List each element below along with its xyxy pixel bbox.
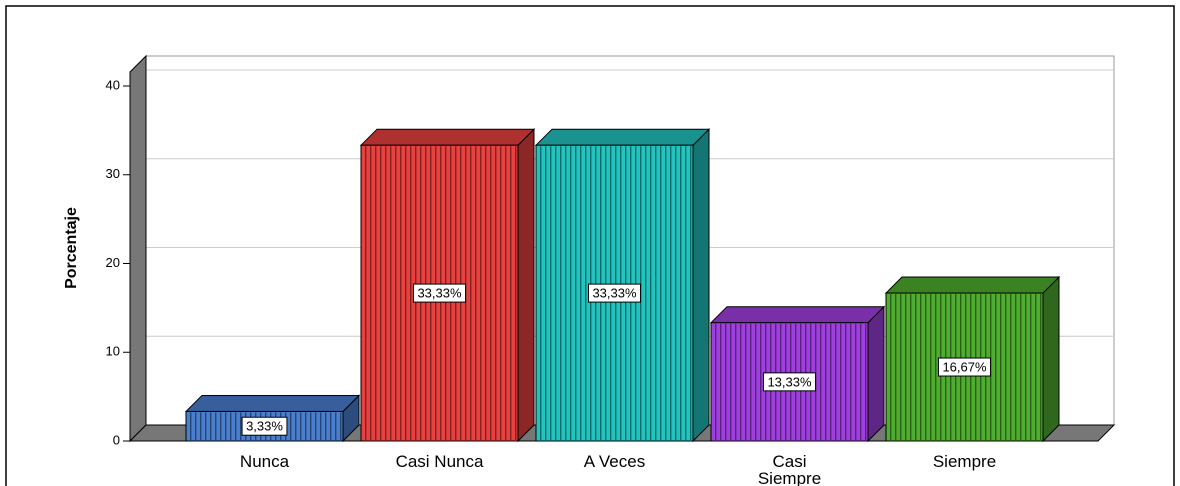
value-label-box bbox=[412, 283, 467, 303]
y-tick-label: 40 bbox=[106, 77, 120, 92]
x-tick-label: Siempre bbox=[932, 452, 997, 471]
value-label: 33,33% bbox=[417, 286, 462, 301]
value-label-box bbox=[587, 283, 642, 303]
left-wall bbox=[129, 54, 147, 443]
x-tick-label: Casi Nunca bbox=[395, 452, 484, 471]
bar-top bbox=[709, 306, 886, 324]
bar-side bbox=[517, 127, 535, 443]
y-tick-label: 10 bbox=[106, 344, 120, 359]
value-label: 33,33% bbox=[592, 286, 637, 301]
value-label-box bbox=[241, 416, 288, 436]
x-tick-label: Nunca bbox=[239, 452, 290, 471]
y-tick-label: 20 bbox=[106, 255, 120, 270]
value-label-box bbox=[937, 357, 992, 377]
bar-top bbox=[184, 394, 361, 412]
bar-top bbox=[534, 128, 711, 146]
bar-top bbox=[359, 128, 536, 146]
value-label: 3,33% bbox=[246, 419, 283, 434]
y-axis-title: Porcentaje bbox=[63, 207, 80, 289]
x-tick-label: A Veces bbox=[583, 452, 646, 471]
value-label: 16,67% bbox=[942, 359, 987, 374]
value-label-box bbox=[762, 372, 817, 392]
frame bbox=[5, 5, 1175, 486]
bar-side bbox=[867, 305, 885, 443]
x-tick-label: Casi Siempre bbox=[757, 452, 822, 486]
y-tick-label: 30 bbox=[106, 166, 120, 181]
value-label: 13,33% bbox=[767, 374, 812, 389]
bar-top bbox=[884, 276, 1061, 294]
y-tick-label: 0 bbox=[113, 432, 120, 447]
bar-side bbox=[692, 127, 710, 443]
bar-side bbox=[1042, 275, 1060, 443]
